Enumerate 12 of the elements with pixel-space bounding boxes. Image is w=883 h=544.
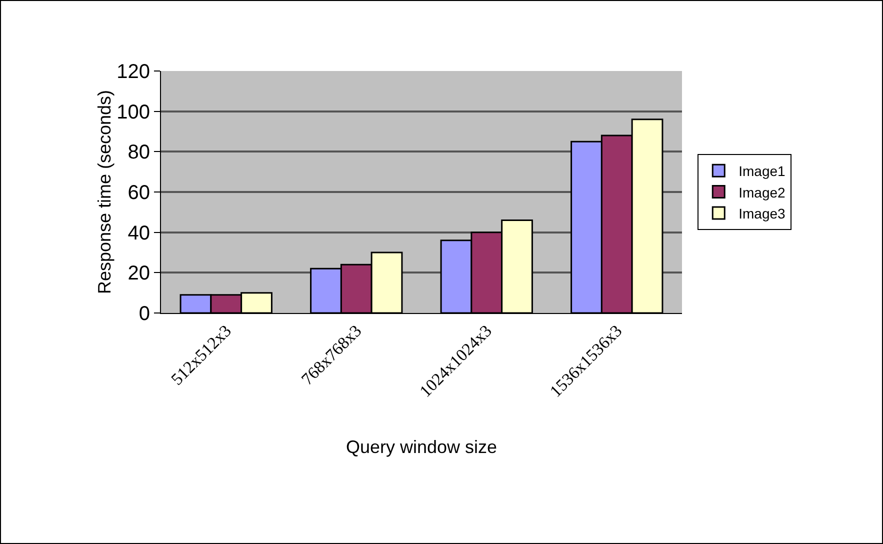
y-tick-label: 100: [116, 101, 150, 124]
y-tick-label: 0: [138, 303, 150, 325]
y-tick-label: 120: [116, 61, 150, 83]
x-axis-title: Query window size: [346, 436, 498, 457]
y-tick-label: 60: [128, 182, 150, 204]
y-tick-label: 40: [128, 222, 150, 244]
y-tick-label: 80: [128, 142, 150, 164]
legend-label: Image1: [738, 163, 786, 180]
y-tick-label: 20: [128, 262, 150, 285]
legend-label: Image2: [738, 184, 786, 200]
y-axis-title: Response time (seconds): [94, 90, 115, 294]
legend-label: Image3: [738, 205, 786, 222]
